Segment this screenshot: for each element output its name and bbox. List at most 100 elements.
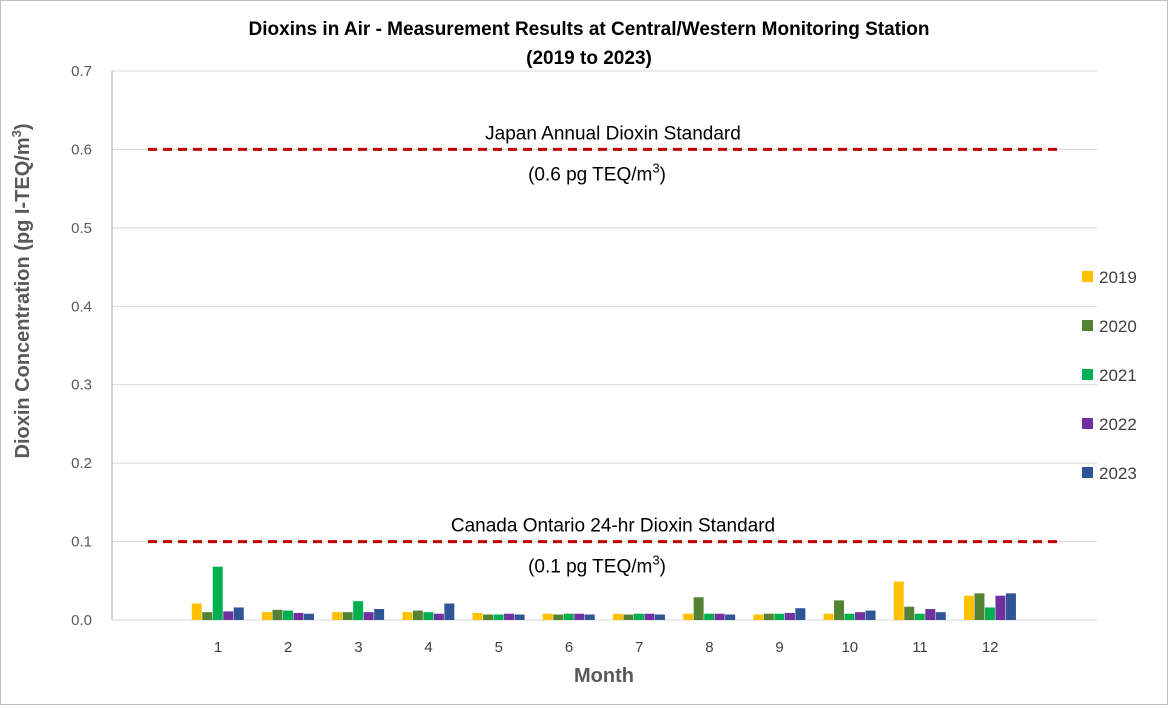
sublabel-end: )	[660, 557, 666, 578]
bar-2021-month-7	[633, 613, 644, 620]
y-tick-label: 0.2	[71, 455, 92, 472]
legend-swatch-2021	[1082, 369, 1093, 380]
x-tick-label: 2	[284, 639, 292, 656]
bar-2023-month-4	[444, 603, 455, 620]
bar-2022-month-11	[925, 609, 936, 620]
x-tick-label: 4	[424, 639, 432, 656]
x-tick-label: 9	[775, 639, 783, 656]
legend-label-2023: 2023	[1099, 464, 1137, 483]
bar-2021-month-11	[914, 613, 925, 620]
legend-swatch-2019	[1082, 271, 1093, 282]
bar-2022-month-5	[504, 613, 515, 620]
bar-2020-month-9	[763, 613, 774, 620]
bar-2020-month-10	[834, 600, 845, 620]
bar-2019-month-9	[753, 614, 764, 620]
bar-2021-month-6	[563, 613, 574, 620]
bar-2023-month-6	[584, 614, 595, 620]
bar-2022-month-10	[855, 612, 866, 620]
bar-2019-month-8	[683, 613, 694, 620]
y-tick-label: 0.5	[71, 220, 92, 237]
bar-2022-month-12	[995, 595, 1006, 620]
reference-lines: Japan Annual Dioxin Standard (0.6 pg TEQ/…	[148, 123, 1063, 578]
bar-2021-month-9	[774, 613, 785, 620]
legend-label-2022: 2022	[1099, 415, 1137, 434]
bar-2019-month-3	[332, 612, 343, 620]
legend-label-2021: 2021	[1099, 366, 1137, 385]
bar-2021-month-3	[353, 601, 364, 620]
bar-2023-month-7	[654, 614, 665, 620]
bar-2023-month-9	[795, 608, 806, 620]
bar-2020-month-1	[202, 612, 213, 620]
bar-2022-month-7	[644, 613, 655, 620]
bar-2021-month-10	[844, 613, 855, 620]
bars	[191, 566, 1016, 620]
x-tick-label: 6	[565, 639, 573, 656]
y-tick-label: 0.0	[71, 612, 92, 629]
chart-title-line1: Dioxins in Air - Measurement Results at …	[249, 19, 930, 40]
y-tick-label: 0.1	[71, 534, 92, 551]
bar-2019-month-4	[402, 612, 413, 620]
bar-2022-month-9	[784, 612, 795, 620]
x-tick-label: 1	[214, 639, 222, 656]
bar-2021-month-12	[984, 607, 995, 620]
y-axis-title-main: Dioxin Concentration (pg I-TEQ/m	[12, 137, 34, 458]
y-axis-ticks: 0.0 0.1 0.2 0.3 0.4 0.5 0.6 0.7	[71, 63, 92, 629]
bar-2022-month-1	[223, 611, 234, 620]
legend: 2019 2020 2021 2022 2023	[1082, 268, 1137, 483]
legend-swatch-2022	[1082, 418, 1093, 429]
bar-2020-month-4	[412, 610, 423, 620]
bar-2021-month-4	[423, 612, 434, 620]
sublabel-sup: 3	[652, 553, 659, 568]
reference-line-label: Japan Annual Dioxin Standard	[485, 123, 741, 144]
bar-2021-month-5	[493, 614, 504, 620]
title-group: Dioxins in Air - Measurement Results at …	[249, 19, 930, 69]
bar-2019-month-11	[893, 581, 904, 620]
bar-2020-month-6	[553, 614, 564, 620]
bar-2021-month-2	[282, 610, 293, 620]
bar-2021-month-1	[212, 566, 223, 620]
bar-2023-month-8	[725, 614, 736, 620]
bar-2020-month-11	[904, 606, 915, 620]
bar-2023-month-5	[514, 614, 525, 620]
bar-2020-month-8	[693, 597, 704, 620]
bar-2021-month-8	[704, 613, 715, 620]
x-axis-title: Month	[574, 665, 634, 687]
y-axis-title: Dioxin Concentration (pg I-TEQ/m3)	[9, 123, 34, 458]
bar-2023-month-2	[303, 613, 314, 620]
x-tick-label: 11	[912, 639, 928, 656]
bar-2022-month-3	[363, 612, 374, 620]
x-tick-label: 8	[705, 639, 713, 656]
reference-line-sublabel: (0.1 pg TEQ/m3)	[528, 553, 666, 578]
bar-2023-month-3	[374, 609, 385, 620]
reference-line-label: Canada Ontario 24-hr Dioxin Standard	[451, 516, 775, 537]
sublabel-main: (0.1 pg TEQ/m	[528, 557, 652, 578]
bar-2020-month-12	[974, 593, 985, 620]
bar-2022-month-8	[714, 613, 725, 620]
x-tick-label: 5	[495, 639, 503, 656]
bar-2022-month-2	[293, 612, 304, 620]
bar-2020-month-7	[623, 614, 634, 620]
bar-2019-month-5	[472, 612, 483, 620]
bar-2020-month-5	[483, 614, 494, 620]
bar-2023-month-10	[865, 610, 876, 620]
bar-2020-month-3	[342, 612, 353, 620]
x-tick-label: 7	[635, 639, 643, 656]
bar-2023-month-11	[935, 612, 946, 620]
reference-line-sublabel: (0.6 pg TEQ/m3)	[528, 160, 666, 185]
sublabel-end: )	[660, 164, 666, 185]
legend-swatch-2023	[1082, 467, 1093, 478]
legend-label-2019: 2019	[1099, 268, 1137, 287]
bar-2022-month-6	[574, 613, 585, 620]
y-axis-title-sup: 3	[9, 130, 24, 137]
y-tick-label: 0.3	[71, 377, 92, 394]
bar-2019-month-2	[261, 612, 272, 620]
bar-2019-month-6	[542, 613, 553, 620]
y-tick-label: 0.4	[71, 298, 92, 315]
legend-swatch-2020	[1082, 320, 1093, 331]
bar-2019-month-7	[612, 613, 623, 620]
bar-2020-month-2	[272, 609, 283, 620]
legend-label-2020: 2020	[1099, 317, 1137, 336]
y-axis-title-end: )	[12, 123, 34, 130]
sublabel-sup: 3	[652, 160, 659, 175]
